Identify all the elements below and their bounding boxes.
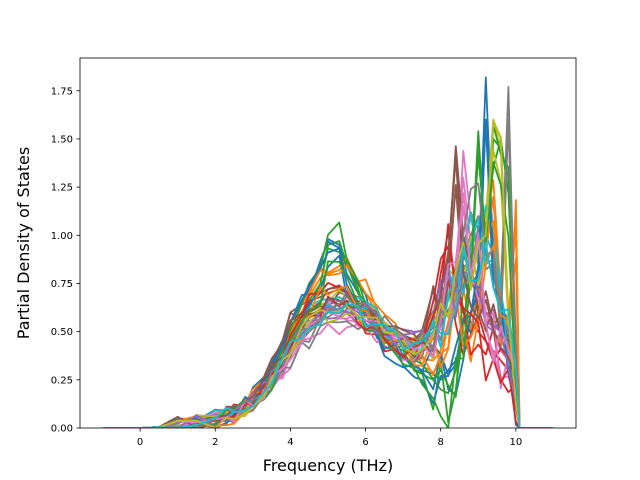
plot-frame <box>79 57 577 429</box>
y-tick-label: 1.00 <box>51 231 73 242</box>
x-axis-label: Frequency (THz) <box>263 456 393 475</box>
y-axis: 0.00 0.25 0.50 0.75 1.00 1.25 1.50 1.75 <box>51 86 80 435</box>
x-axis: 0 2 4 6 8 10 <box>137 428 522 448</box>
y-tick-label: 0.50 <box>51 327 73 338</box>
y-tick-label: 0.00 <box>51 424 73 435</box>
x-tick-label: 0 <box>137 437 143 448</box>
y-tick-label: 0.75 <box>51 279 73 290</box>
x-tick-label: 2 <box>212 437 218 448</box>
x-tick-label: 6 <box>362 437 368 448</box>
y-tick-label: 1.50 <box>51 134 73 145</box>
series-group <box>102 76 554 428</box>
plot-area <box>79 57 577 429</box>
series-line <box>102 245 554 428</box>
series-line <box>102 118 554 428</box>
y-tick-label: 0.25 <box>51 375 73 386</box>
series-line <box>102 241 554 428</box>
x-tick-label: 10 <box>510 437 523 448</box>
x-tick-label: 4 <box>287 437 293 448</box>
series-line <box>102 244 554 428</box>
y-tick-label: 1.75 <box>51 86 73 97</box>
x-tick-label: 8 <box>438 437 444 448</box>
y-tick-label: 1.25 <box>51 183 73 194</box>
y-axis-label: Partial Density of States <box>14 147 33 339</box>
